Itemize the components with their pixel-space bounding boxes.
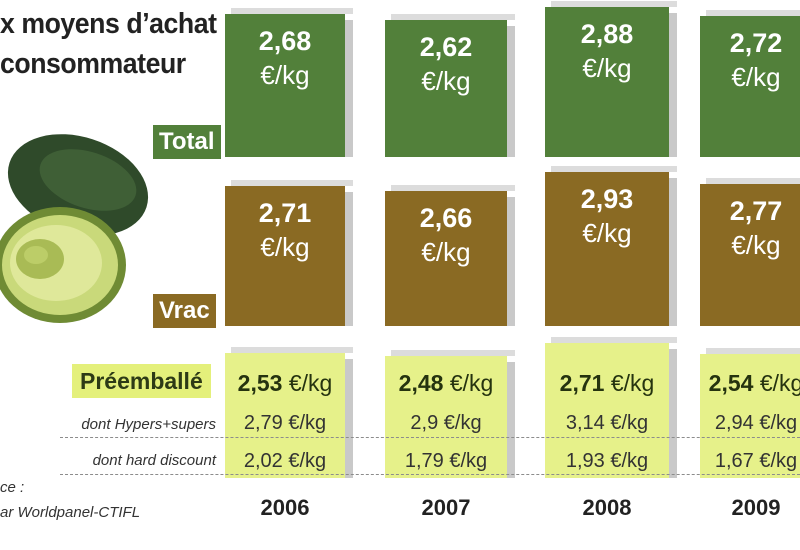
- total-price-value: 2,62: [419, 32, 473, 62]
- block-top-edge: [551, 337, 677, 343]
- hypers-price-value: 2,9 €/kg: [410, 412, 482, 434]
- block-top-edge: [706, 178, 800, 184]
- hypers-price-value: 2,94 €/kg: [714, 412, 798, 434]
- block-face: [545, 172, 669, 326]
- source-line-2: ar Worldpanel-CTIFL: [0, 504, 141, 521]
- block-face: [225, 14, 345, 157]
- preemballe-price-number: 2,48: [398, 370, 444, 396]
- vrac-price-value: 2,66: [419, 203, 473, 233]
- block-side-edge: [669, 349, 677, 478]
- block-face: [385, 20, 507, 157]
- block-side-edge: [507, 362, 515, 478]
- row-label-preemballe: Préemballé: [72, 364, 211, 398]
- hypers-price-value: 2,79 €/kg: [243, 412, 327, 434]
- vrac-price-unit: €/kg: [731, 230, 781, 260]
- block-top-edge: [391, 14, 515, 20]
- total-price-block: 2,62 €/kg: [385, 14, 515, 157]
- hard-discount-price-value: 1,79 €/kg: [404, 450, 488, 472]
- total-price-block: 2,88 €/kg: [545, 1, 677, 157]
- preemballe-price-block: 2,48 €/kg 2,9 €/kg 1,79 €/kg: [385, 350, 515, 478]
- vrac-price-block: 2,77 €/kg: [700, 178, 800, 326]
- total-price-unit: €/kg: [731, 62, 781, 92]
- vrac-price-value: 2,93: [580, 184, 634, 214]
- total-price-value: 2,88: [580, 19, 634, 49]
- block-top-edge: [706, 10, 800, 16]
- year-label: 2009: [731, 495, 781, 520]
- row-label-hypers: dont Hypers+supers: [81, 416, 216, 433]
- block-top-edge: [231, 8, 353, 14]
- row-label-hard-discount: dont hard discount: [92, 452, 216, 469]
- block-side-edge: [669, 178, 677, 326]
- block-top-edge: [231, 347, 353, 353]
- block-side-edge: [669, 13, 677, 157]
- total-price-unit: €/kg: [260, 60, 310, 90]
- preemballe-price-value: 2,53 €/kg: [237, 370, 333, 396]
- total-price-value: 2,68: [258, 26, 312, 56]
- total-price-unit: €/kg: [582, 53, 632, 83]
- block-side-edge: [345, 192, 353, 326]
- block-face: [545, 343, 669, 478]
- hard-discount-price-value: 2,02 €/kg: [243, 450, 327, 472]
- block-face: [385, 356, 507, 478]
- year-label: 2007: [421, 495, 471, 520]
- block-top-edge: [391, 350, 515, 356]
- block-side-edge: [507, 26, 515, 157]
- block-face: [700, 354, 800, 478]
- total-price-block: 2,68 €/kg: [225, 8, 353, 157]
- block-side-edge: [345, 20, 353, 157]
- block-face: [700, 184, 800, 326]
- year-label: 2006: [260, 495, 310, 520]
- block-top-edge: [706, 348, 800, 354]
- preemballe-price-number: 2,54: [708, 370, 754, 396]
- year-label: 2008: [582, 495, 632, 520]
- hard-discount-price-value: 1,93 €/kg: [565, 450, 649, 472]
- block-face: [700, 16, 800, 157]
- title-line-1: x moyens d’achat: [0, 8, 217, 40]
- preemballe-price-value: 2,48 €/kg: [398, 370, 494, 396]
- vrac-price-block: 2,71 €/kg: [225, 180, 353, 326]
- preemballe-price-block: 2,71 €/kg 3,14 €/kg 1,93 €/kg: [545, 337, 677, 478]
- total-price-value: 2,72: [729, 28, 783, 58]
- source-line-1: ce :: [0, 479, 25, 496]
- hypers-price-value: 3,14 €/kg: [565, 412, 649, 434]
- vrac-price-block: 2,93 €/kg: [545, 166, 677, 326]
- preemballe-price-block: 2,53 €/kg 2,79 €/kg 2,02 €/kg: [225, 347, 353, 478]
- vrac-price-unit: €/kg: [260, 232, 310, 262]
- vrac-price-unit: €/kg: [582, 218, 632, 248]
- row-label-total: Total: [153, 125, 221, 159]
- block-face: [225, 353, 345, 478]
- block-top-edge: [551, 166, 677, 172]
- total-price-unit: €/kg: [421, 66, 471, 96]
- preemballe-price-value: 2,71 €/kg: [559, 370, 655, 396]
- row-label-vrac: Vrac: [153, 294, 216, 328]
- vrac-price-unit: €/kg: [421, 237, 471, 267]
- block-side-edge: [507, 197, 515, 326]
- divider-line: [60, 437, 800, 438]
- vrac-price-value: 2,77: [729, 196, 783, 226]
- chart-title: x moyens d’achat consommateur: [0, 4, 217, 84]
- block-face: [385, 191, 507, 326]
- vrac-price-value: 2,71: [258, 198, 312, 228]
- block-face: [545, 7, 669, 157]
- block-top-edge: [391, 185, 515, 191]
- block-top-edge: [231, 180, 353, 186]
- preemballe-price-number: 2,53: [237, 370, 283, 396]
- preemballe-price-block: 2,54 €/kg 2,94 €/kg 1,67 €/kg: [700, 348, 800, 478]
- avocado-illustration: [0, 134, 149, 323]
- preemballe-price-number: 2,71: [559, 370, 605, 396]
- hard-discount-price-value: 1,67 €/kg: [714, 450, 798, 472]
- divider-line: [60, 474, 800, 475]
- vrac-price-block: 2,66 €/kg: [385, 185, 515, 326]
- block-side-edge: [345, 359, 353, 478]
- total-price-block: 2,72 €/kg: [700, 10, 800, 157]
- block-face: [225, 186, 345, 326]
- block-top-edge: [551, 1, 677, 7]
- title-line-2: consommateur: [0, 48, 186, 80]
- preemballe-price-value: 2,54 €/kg: [708, 370, 800, 396]
